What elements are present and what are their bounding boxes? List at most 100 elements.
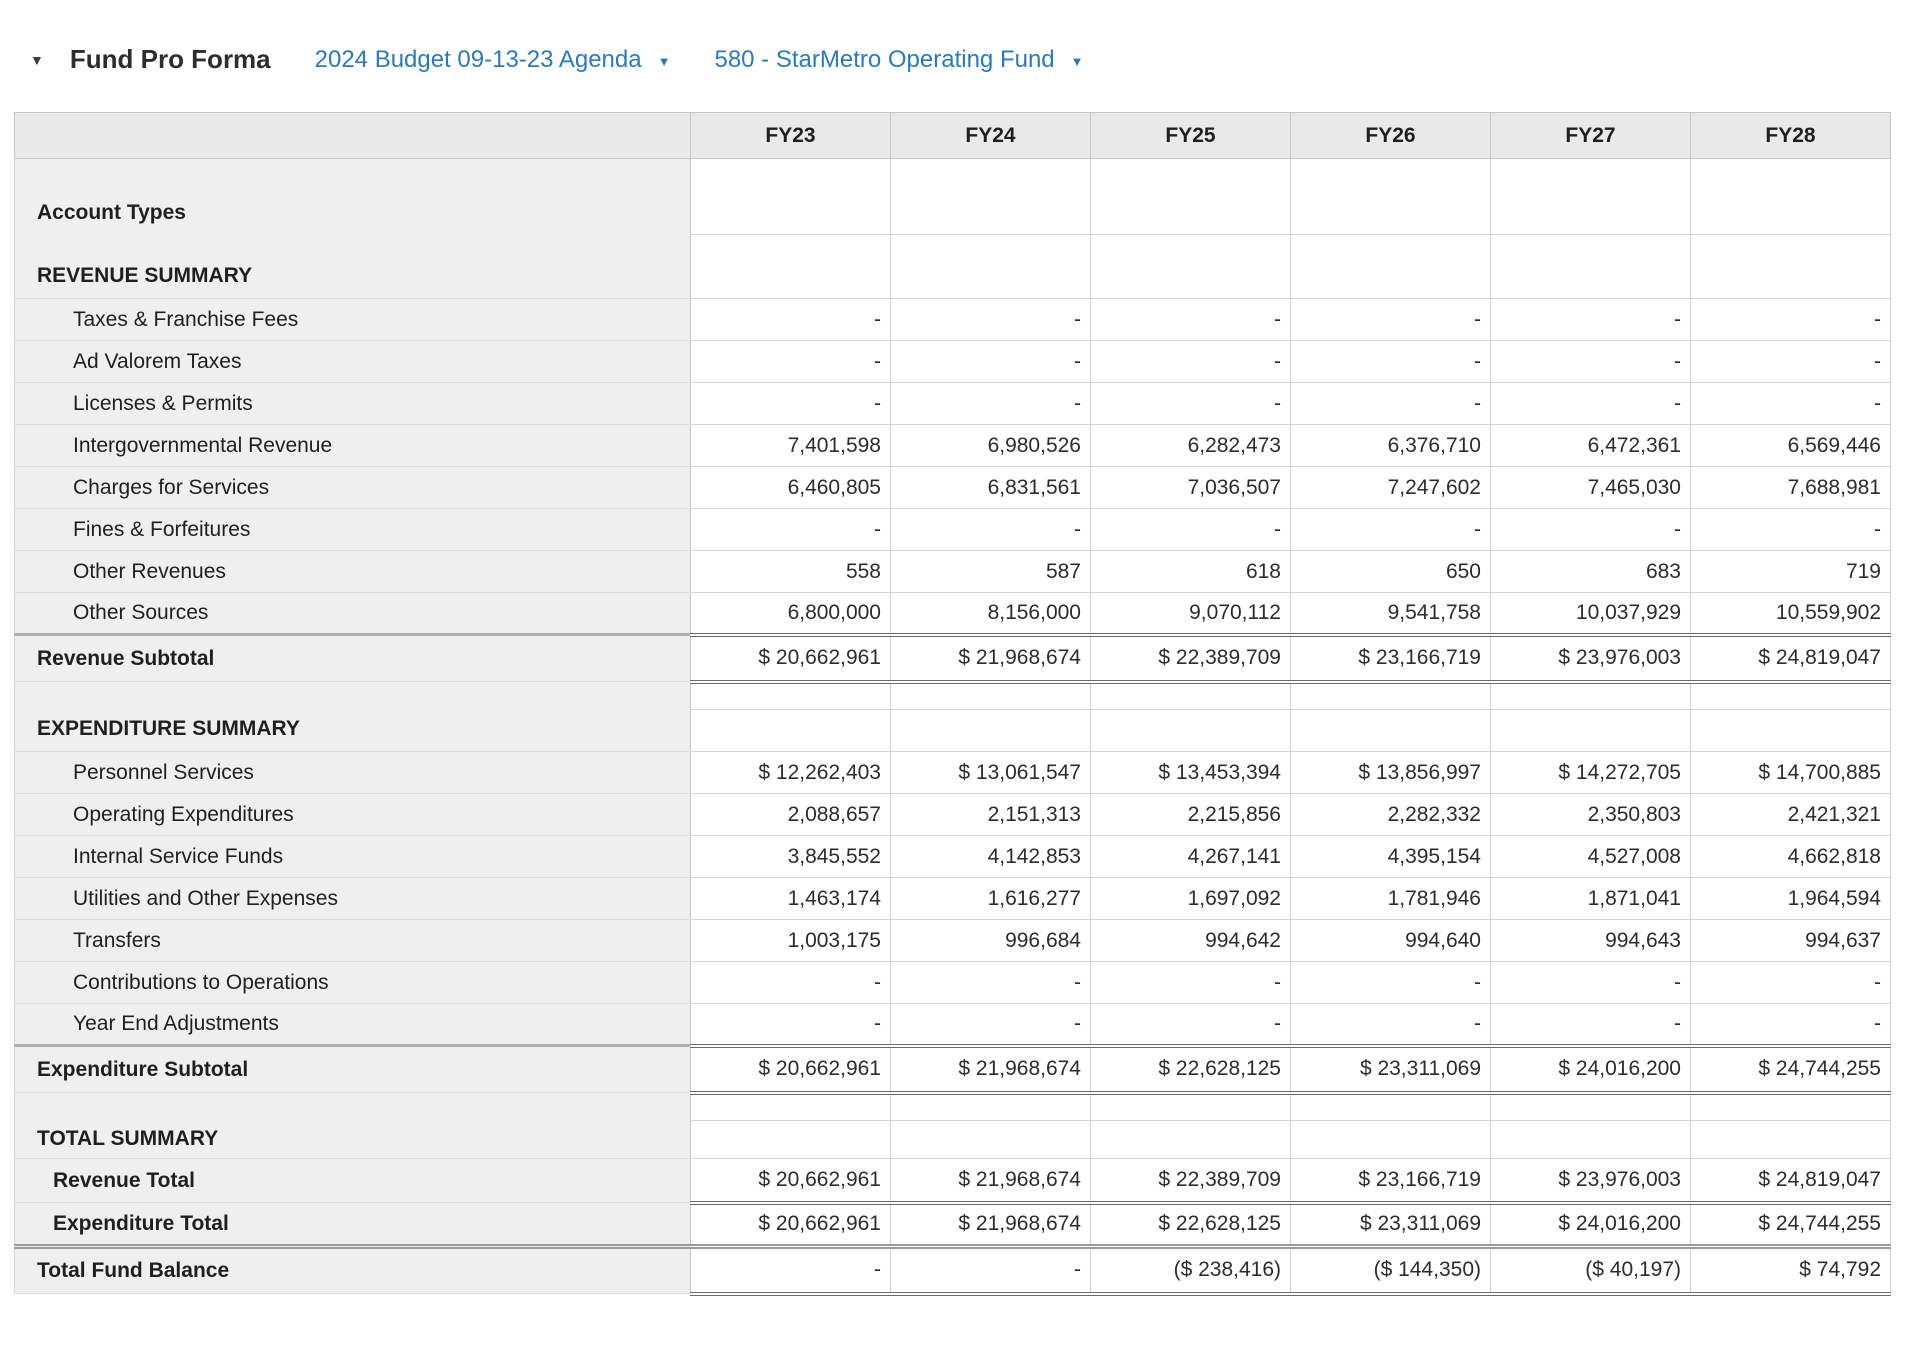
value-cell: 719	[1690, 550, 1891, 593]
value-cell	[1090, 709, 1291, 752]
value-cell	[890, 709, 1091, 752]
header-row: FY23 FY24 FY25 FY26 FY27 FY28	[14, 112, 1891, 159]
value-cell	[1290, 158, 1491, 235]
value-cell: -	[1490, 298, 1691, 341]
value-cell: $ 13,453,394	[1090, 751, 1291, 794]
value-cell: -	[1690, 961, 1891, 1004]
value-cell: -	[890, 1003, 1091, 1046]
value-cell: 3,845,552	[690, 835, 891, 878]
value-cell: 7,465,030	[1490, 466, 1691, 509]
table-row: Revenue Subtotal $ 20,662,961 $ 21,968,674…	[14, 632, 1891, 684]
value-cell: 996,684	[890, 919, 1091, 962]
value-cell: $ 24,819,047	[1690, 1158, 1891, 1205]
value-cell: 9,070,112	[1090, 592, 1291, 635]
column-header-spacer	[14, 112, 691, 159]
value-cell: 9,541,758	[1290, 592, 1491, 635]
chevron-down-icon: ▼	[657, 54, 671, 70]
value-cell: $ 24,016,200	[1490, 1043, 1691, 1095]
row-label	[14, 681, 691, 710]
value-cell: ($ 238,416)	[1090, 1244, 1291, 1296]
value-cell	[1490, 1092, 1691, 1121]
value-cell: $ 23,166,719	[1290, 632, 1491, 684]
top-toolbar: ▼ Fund Pro Forma 2024 Budget 09-13-23 Ag…	[30, 42, 1920, 78]
value-cell: 1,871,041	[1490, 877, 1691, 920]
value-cell	[1690, 681, 1891, 710]
chevron-down-icon: ▼	[1070, 54, 1084, 70]
value-cell: -	[1290, 340, 1491, 383]
row-label: Taxes & Franchise Fees	[14, 298, 691, 341]
row-label: Personnel Services	[14, 751, 691, 794]
collapse-caret-icon[interactable]: ▼	[30, 52, 44, 68]
row-label	[14, 1092, 691, 1121]
value-cell: 4,267,141	[1090, 835, 1291, 878]
table-row: Internal Service Funds 3,845,552 4,142,853…	[14, 835, 1891, 878]
table-row: Total Fund Balance - - ($ 238,416) ($ 144,35…	[14, 1244, 1891, 1296]
value-cell: $ 20,662,961	[690, 1043, 891, 1095]
value-cell: 7,036,507	[1090, 466, 1291, 509]
table-row: Account Types	[14, 158, 1891, 235]
value-cell: -	[690, 1244, 891, 1296]
value-cell	[1490, 1120, 1691, 1159]
value-cell	[1090, 681, 1291, 710]
value-cell: 1,781,946	[1290, 877, 1491, 920]
value-cell	[1490, 234, 1691, 299]
table-row: Ad Valorem Taxes - - - - - -	[14, 340, 1891, 383]
value-cell: -	[1690, 1003, 1891, 1046]
value-cell: 6,980,526	[890, 424, 1091, 467]
value-cell: 6,800,000	[690, 592, 891, 635]
value-cell: -	[1290, 508, 1491, 551]
value-cell: -	[690, 382, 891, 425]
value-cell: 7,401,598	[690, 424, 891, 467]
value-cell	[1290, 709, 1491, 752]
row-label: Licenses & Permits	[14, 382, 691, 425]
table-row: Expenditure Subtotal $ 20,662,961 $ 21,968…	[14, 1043, 1891, 1095]
value-cell	[1690, 234, 1891, 299]
value-cell: -	[890, 508, 1091, 551]
value-cell: -	[890, 961, 1091, 1004]
value-cell: 6,460,805	[690, 466, 891, 509]
table-row: Other Sources 6,800,000 8,156,000 9,070,112…	[14, 592, 1891, 635]
fund-dropdown[interactable]: 580 - StarMetro Operating Fund ▼	[714, 46, 1083, 75]
table-row: EXPENDITURE SUMMARY	[14, 709, 1891, 752]
table-row: Expenditure Total $ 20,662,961 $ 21,968,67…	[14, 1202, 1891, 1247]
value-cell: -	[1290, 382, 1491, 425]
value-cell	[1290, 681, 1491, 710]
value-cell: 587	[890, 550, 1091, 593]
value-cell: $ 14,700,885	[1690, 751, 1891, 794]
row-label: Year End Adjustments	[14, 1003, 691, 1046]
row-label: EXPENDITURE SUMMARY	[14, 709, 691, 752]
value-cell: -	[690, 298, 891, 341]
value-cell: 994,637	[1690, 919, 1891, 962]
row-label: Operating Expenditures	[14, 793, 691, 836]
value-cell: -	[1490, 508, 1691, 551]
value-cell: 2,282,332	[1290, 793, 1491, 836]
page-title: Fund Pro Forma	[69, 44, 271, 75]
value-cell: 2,421,321	[1690, 793, 1891, 836]
value-cell: 6,376,710	[1290, 424, 1491, 467]
value-cell: 1,697,092	[1090, 877, 1291, 920]
value-cell: -	[690, 508, 891, 551]
row-label: Utilities and Other Expenses	[14, 877, 691, 920]
value-cell: -	[890, 1244, 1091, 1296]
value-cell: 7,688,981	[1690, 466, 1891, 509]
value-cell	[1690, 1092, 1891, 1121]
value-cell: -	[1490, 382, 1691, 425]
value-cell: 650	[1290, 550, 1491, 593]
value-cell: -	[890, 340, 1091, 383]
budget-version-dropdown[interactable]: 2024 Budget 09-13-23 Agenda ▼	[315, 46, 671, 75]
row-label: Expenditure Subtotal	[14, 1044, 691, 1093]
pro-forma-table: FY23 FY24 FY25 FY26 FY27 FY28 Account Types RE…	[14, 112, 1891, 1296]
value-cell	[890, 158, 1091, 235]
value-cell: $ 22,389,709	[1090, 1158, 1291, 1205]
column-header: FY28	[1690, 112, 1891, 159]
value-cell: $ 23,976,003	[1490, 632, 1691, 684]
row-label: TOTAL SUMMARY	[14, 1120, 691, 1159]
value-cell: $ 23,976,003	[1490, 1158, 1691, 1205]
row-label: Ad Valorem Taxes	[14, 340, 691, 383]
value-cell: 4,527,008	[1490, 835, 1691, 878]
value-cell: 683	[1490, 550, 1691, 593]
table-row: Taxes & Franchise Fees - - - - - -	[14, 298, 1891, 341]
value-cell: $ 22,389,709	[1090, 632, 1291, 684]
table-row: Revenue Total $ 20,662,961 $ 21,968,674 $ 2…	[14, 1158, 1891, 1205]
row-label: Account Types	[14, 158, 691, 235]
